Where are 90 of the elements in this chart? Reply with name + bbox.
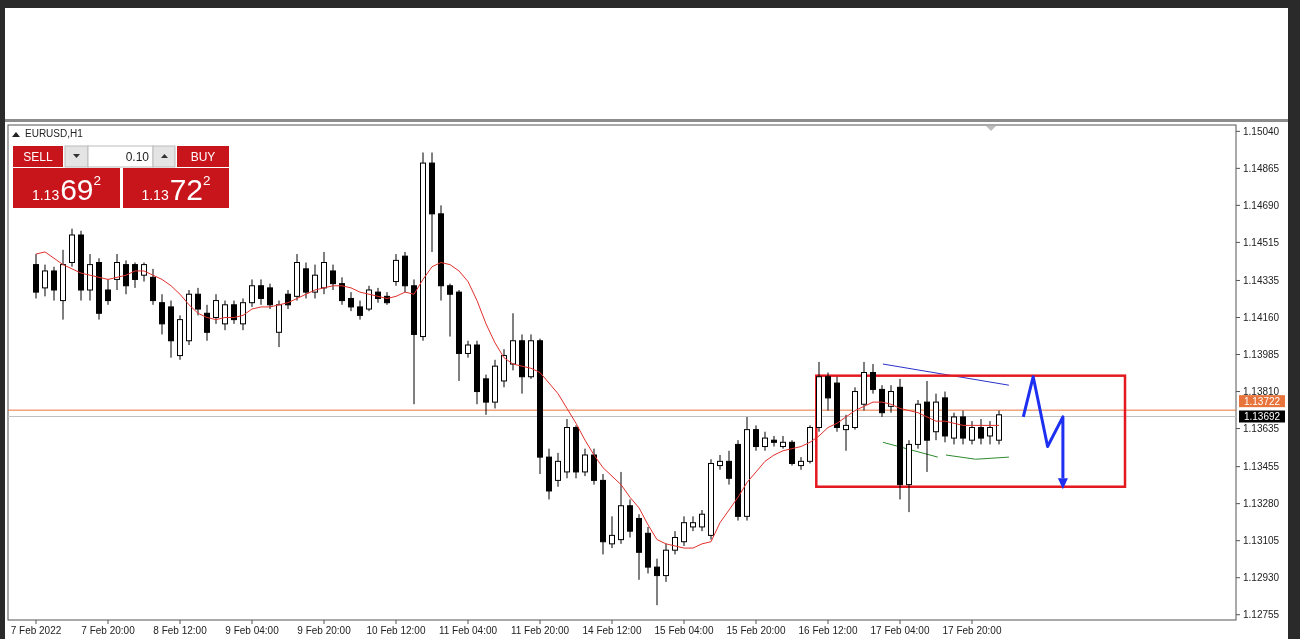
candlestick — [888, 384, 894, 414]
candlestick — [726, 450, 732, 486]
candlestick — [258, 278, 264, 306]
candlestick — [348, 291, 354, 312]
candlestick — [825, 372, 831, 412]
candlestick — [105, 278, 111, 306]
candlestick — [249, 278, 255, 308]
candlestick — [150, 268, 156, 306]
x-tick-label: 7 Feb 2022 — [10, 625, 62, 636]
candlestick — [312, 264, 318, 299]
candlestick — [123, 259, 129, 295]
x-tick-label: 17 Feb 20:00 — [942, 625, 1002, 636]
candlestick — [681, 515, 687, 547]
y-tick-label: 1.13635 — [1243, 423, 1280, 435]
y-tick-label: 1.13985 — [1243, 349, 1280, 361]
candlestick — [231, 300, 237, 325]
y-tick-label: 1.14335 — [1243, 274, 1280, 286]
y-tick-label: 1.13280 — [1243, 498, 1280, 510]
annotation: BUY — [190, 150, 216, 164]
candlestick — [951, 412, 957, 445]
candlestick — [339, 276, 345, 306]
y-tick-label: 1.13455 — [1243, 461, 1280, 473]
candlestick — [762, 431, 768, 452]
candlestick — [717, 454, 723, 471]
candlestick — [690, 515, 696, 532]
ref-line-label: 1.13692 — [1243, 411, 1281, 422]
annotation: 0.10 — [125, 150, 150, 164]
candlestick — [132, 262, 138, 289]
candlestick — [780, 435, 786, 450]
y-tick-label: 1.14515 — [1243, 236, 1280, 248]
candlestick — [222, 300, 228, 331]
candlestick — [159, 293, 165, 335]
candlestick — [447, 283, 453, 338]
x-tick-label: 17 Feb 04:00 — [870, 625, 930, 636]
candlestick — [555, 452, 561, 488]
annotation: SELL — [23, 150, 53, 164]
y-tick-label: 1.12755 — [1243, 609, 1280, 621]
candlestick — [753, 424, 759, 452]
x-tick-label: 14 Feb 12:00 — [582, 625, 642, 636]
candlestick — [582, 448, 588, 477]
candlestick — [366, 285, 372, 312]
x-tick-label: 15 Feb 04:00 — [654, 625, 714, 636]
candlestick — [843, 414, 849, 452]
candlestick — [798, 456, 804, 471]
x-tick-label: 15 Feb 20:00 — [726, 625, 786, 636]
candlestick — [51, 266, 57, 302]
candlestick — [195, 287, 201, 316]
candlestick — [699, 509, 705, 532]
x-tick-label: 11 Feb 04:00 — [438, 625, 498, 636]
x-tick-label: 7 Feb 20:00 — [81, 625, 136, 636]
candlestick — [969, 420, 975, 445]
candlestick — [303, 262, 309, 299]
x-tick-label: 16 Feb 12:00 — [798, 625, 858, 636]
x-tick-label: 8 Feb 12:00 — [153, 625, 208, 636]
candlestick — [960, 410, 966, 445]
candlestick — [204, 304, 210, 342]
x-tick-label: 11 Feb 20:00 — [510, 625, 570, 636]
y-tick-label: 1.13105 — [1243, 535, 1280, 547]
annotation: 1.1369$^{2}$ — [31, 172, 102, 206]
candlestick — [114, 253, 120, 291]
candlestick — [870, 363, 876, 395]
candlestick — [987, 420, 993, 445]
x-tick-label: 10 Feb 12:00 — [366, 625, 426, 636]
candlestick — [879, 384, 885, 418]
candlestick — [267, 283, 273, 310]
candlestick — [789, 439, 795, 467]
candlestick — [483, 374, 489, 416]
y-tick-label: 1.15040 — [1243, 125, 1280, 137]
y-tick-label: 1.14160 — [1243, 312, 1280, 323]
y-tick-label: 1.14690 — [1243, 199, 1280, 211]
candlestick — [771, 435, 777, 448]
candlestick — [357, 300, 363, 321]
line-series — [35, 251, 1000, 549]
y-tick-label: 1.13810 — [1243, 386, 1280, 398]
candlestick — [240, 297, 246, 331]
candlestick — [978, 418, 984, 445]
candlestick — [609, 515, 615, 549]
ref-line-label: 1.13722 — [1243, 395, 1281, 407]
candlestick — [654, 558, 660, 606]
x-tick-label: 9 Feb 20:00 — [297, 625, 352, 636]
candlestick — [42, 264, 48, 297]
y-tick-label: 1.14865 — [1243, 162, 1280, 174]
candlestick — [213, 293, 219, 325]
annotation: 1.1372$^{2}$ — [141, 172, 211, 206]
candlestick — [510, 312, 516, 371]
candlestick — [330, 264, 336, 291]
y-tick-label: 1.12930 — [1243, 572, 1280, 584]
chart-title: EURUSD,H1 — [25, 128, 84, 139]
candlestick — [393, 253, 399, 287]
x-tick-label: 9 Feb 04:00 — [225, 625, 280, 636]
